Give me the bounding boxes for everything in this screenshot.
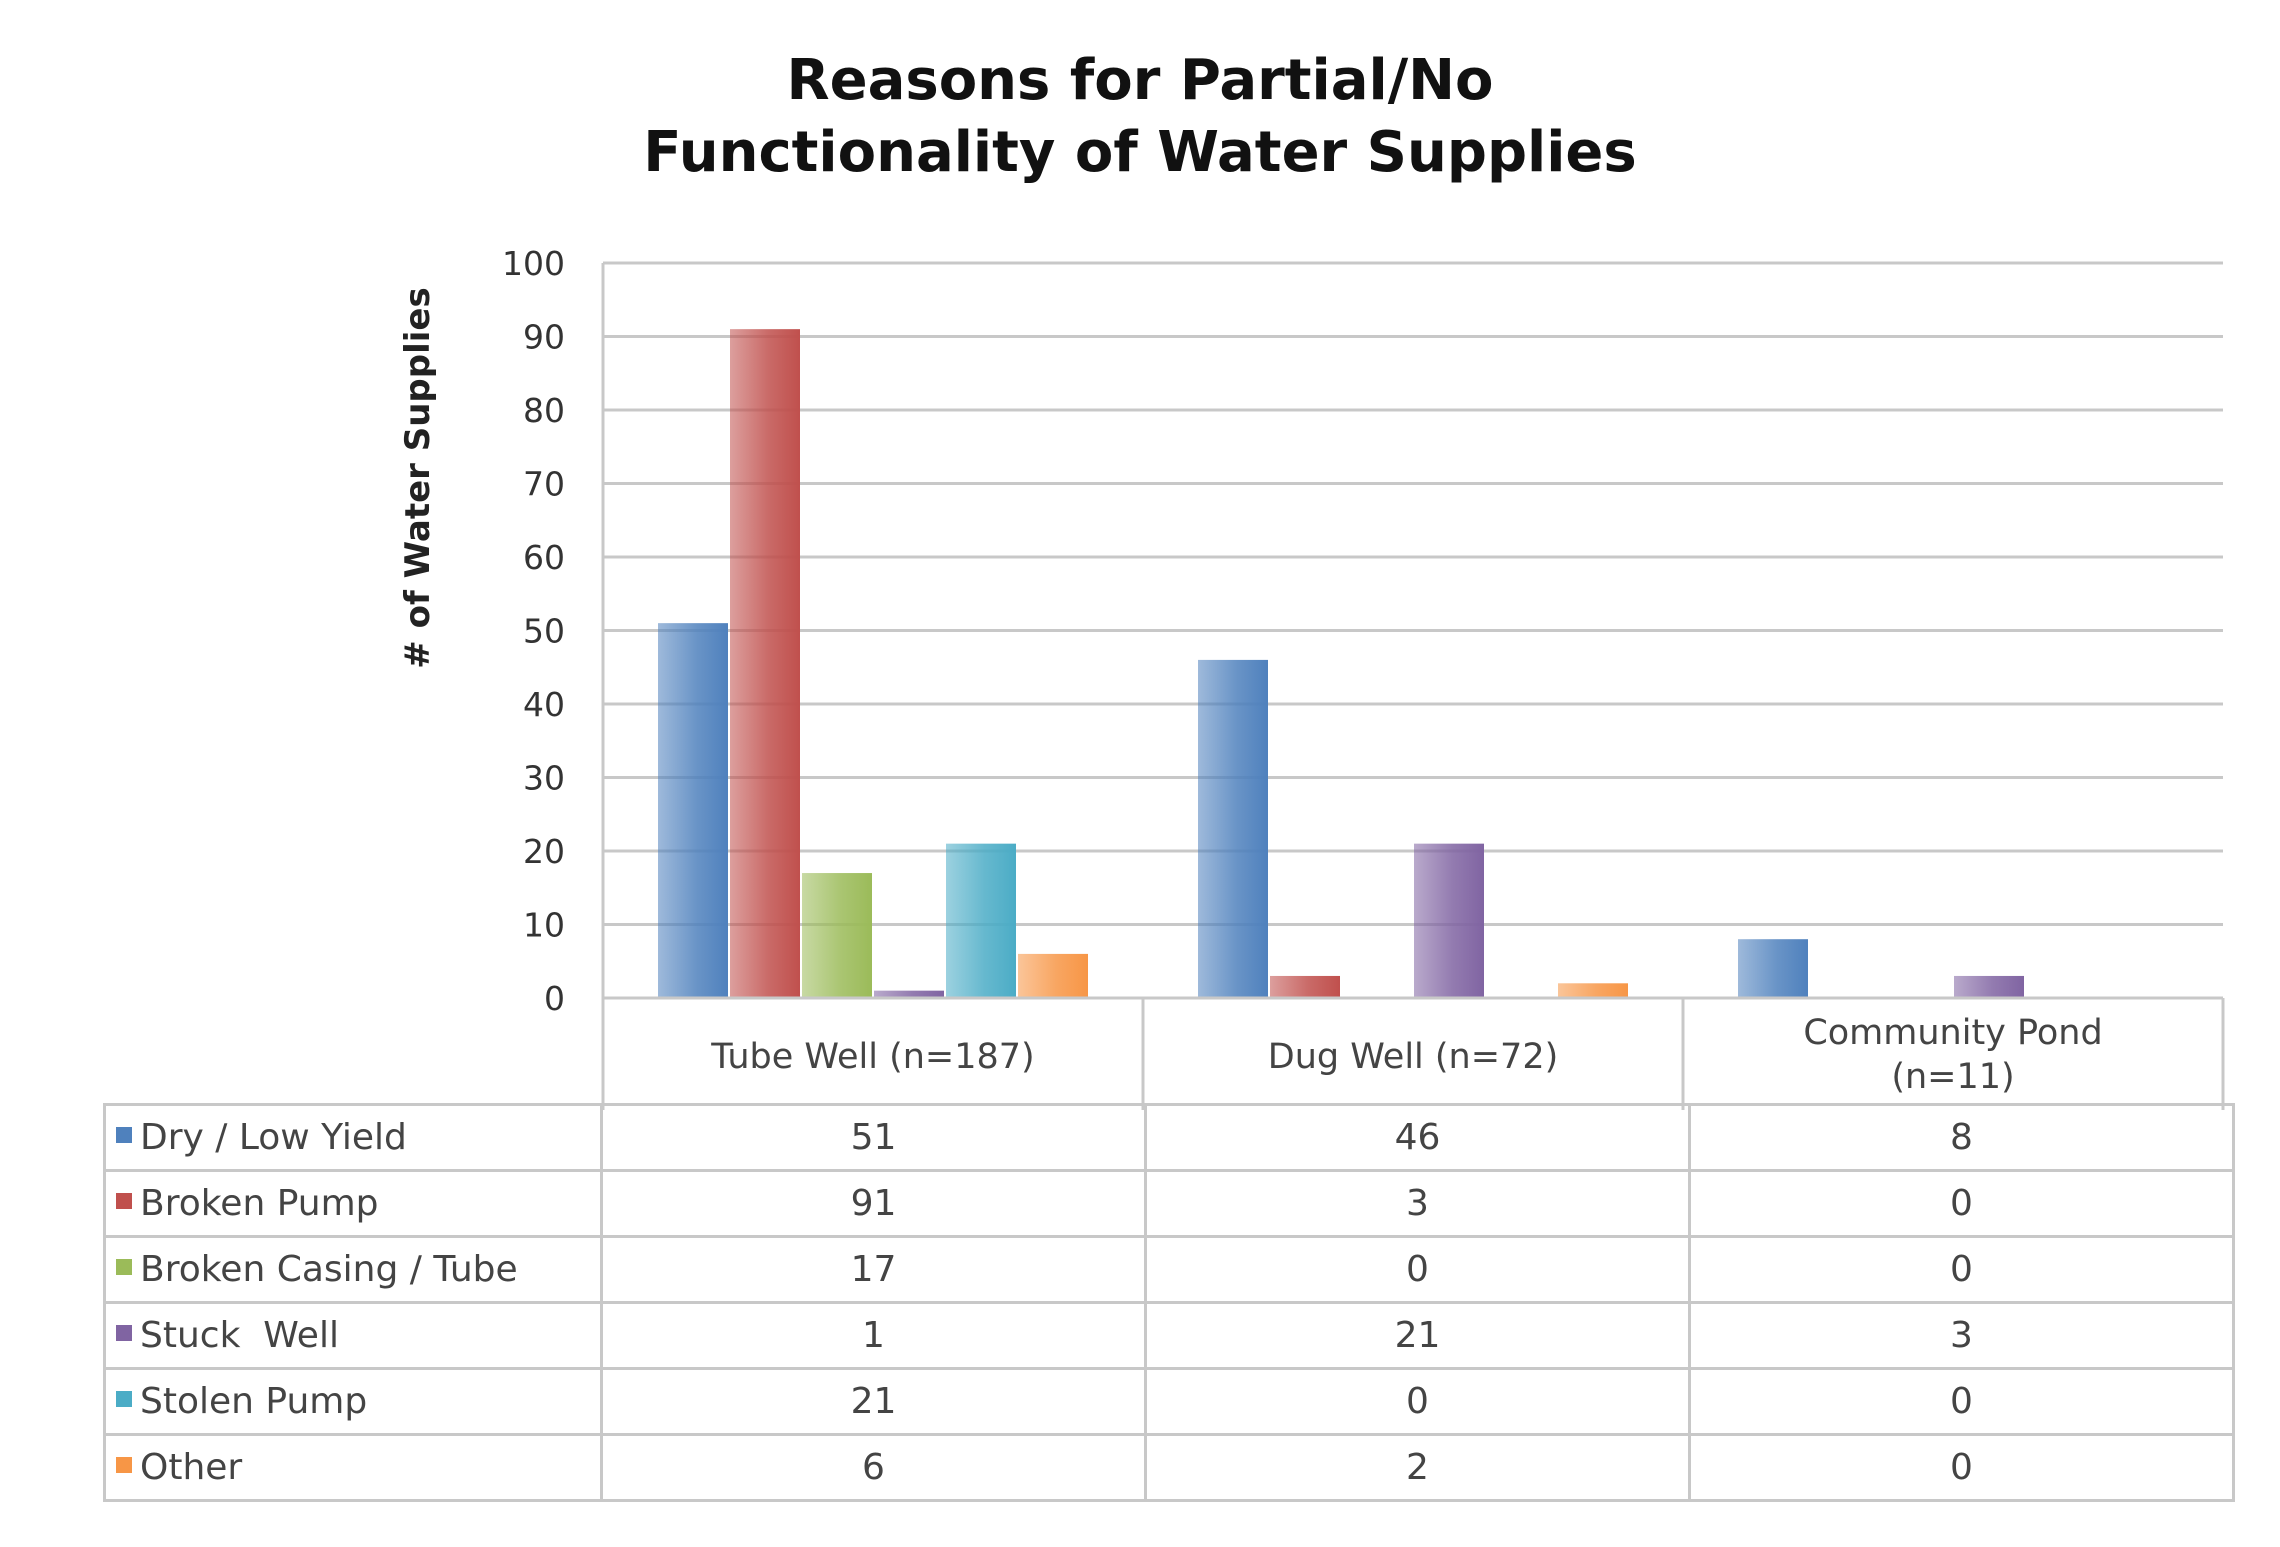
- bar: [874, 990, 944, 998]
- y-tick-labels: 0 10 20 30 40 50 60 70 80 90 100: [502, 244, 565, 1018]
- category-label: (n=11): [1891, 1057, 2014, 1097]
- series-label-cell: Stolen Pump: [103, 1367, 603, 1436]
- series-name: Broken Casing / Tube: [140, 1249, 518, 1290]
- y-tick-label: 40: [523, 685, 565, 724]
- legend-swatch: [116, 1193, 132, 1209]
- bar: [1270, 975, 1340, 998]
- y-tick-label: 90: [523, 318, 565, 357]
- table-row: Stolen Pump 21 0 0: [103, 1367, 2235, 1436]
- table-row: Broken Casing / Tube 17 0 0: [103, 1235, 2235, 1304]
- bar: [1414, 843, 1484, 998]
- category-label: Tube Well (n=187): [710, 1037, 1034, 1077]
- y-tick-label: 0: [544, 979, 565, 1018]
- value-cell: 0: [1144, 1235, 1691, 1304]
- series-name: Stuck Well: [140, 1315, 339, 1356]
- gridlines: [603, 261, 2223, 1000]
- value-cell: 0: [1688, 1169, 2235, 1238]
- series-label-cell: Stuck Well: [103, 1301, 603, 1370]
- series-label-cell: Other: [103, 1433, 603, 1502]
- value-cell: 0: [1688, 1235, 2235, 1304]
- legend-swatch: [116, 1391, 132, 1407]
- y-tick-label: 50: [523, 612, 565, 651]
- value-cell: 17: [600, 1235, 1147, 1304]
- bars: [658, 329, 2024, 998]
- series-label-cell: Broken Casing / Tube: [103, 1235, 603, 1304]
- chart-title-line-1: Reasons for Partial/No: [786, 48, 1494, 113]
- bar: [1954, 975, 2024, 998]
- y-tick-label: 10: [523, 906, 565, 945]
- value-cell: 6: [600, 1433, 1147, 1502]
- value-cell: 0: [1688, 1433, 2235, 1502]
- plot-frame: [601, 263, 2225, 1110]
- category-labels: Tube Well (n=187) Dug Well (n=72) Communit…: [710, 1013, 2102, 1097]
- bar: [802, 873, 872, 998]
- bar: [1558, 983, 1628, 998]
- value-cell: 8: [1688, 1103, 2235, 1172]
- chart-title-line-2: Functionality of Water Supplies: [643, 120, 1637, 185]
- series-label-cell: Broken Pump: [103, 1169, 603, 1238]
- y-tick-label: 80: [523, 391, 565, 430]
- series-name: Stolen Pump: [140, 1381, 368, 1422]
- value-cell: 1: [600, 1301, 1147, 1370]
- table-row: Dry / Low Yield 51 46 8: [103, 1103, 2235, 1172]
- table-row: Broken Pump 91 3 0: [103, 1169, 2235, 1238]
- value-cell: 21: [1144, 1301, 1691, 1370]
- value-cell: 3: [1144, 1169, 1691, 1238]
- y-tick-label: 60: [523, 538, 565, 577]
- y-tick-label: 20: [523, 832, 565, 871]
- bar: [1198, 659, 1268, 998]
- series-label-cell: Dry / Low Yield: [103, 1103, 603, 1172]
- value-cell: 21: [600, 1367, 1147, 1436]
- value-cell: 46: [1144, 1103, 1691, 1172]
- bar: [658, 623, 728, 998]
- bar: [946, 843, 1016, 998]
- bar: [1738, 939, 1808, 998]
- data-table: Dry / Low Yield 51 46 8 Broken Pump 91 3 0 Broke…: [103, 1103, 2235, 1502]
- table-row: Stuck Well 1 21 3: [103, 1301, 2235, 1370]
- value-cell: 91: [600, 1169, 1147, 1238]
- series-name: Other: [140, 1447, 243, 1488]
- value-cell: 2: [1144, 1433, 1691, 1502]
- value-cell: 0: [1688, 1367, 2235, 1436]
- chart-title: Reasons for Partial/No Functionality of …: [0, 45, 2280, 189]
- value-cell: 0: [1144, 1367, 1691, 1436]
- series-name: Broken Pump: [140, 1183, 379, 1224]
- category-label: Community Pond: [1803, 1013, 2102, 1053]
- y-tick-label: 30: [523, 759, 565, 798]
- bar: [730, 329, 800, 998]
- value-cell: 51: [600, 1103, 1147, 1172]
- y-tick-label: 70: [523, 465, 565, 504]
- value-cell: 3: [1688, 1301, 2235, 1370]
- chart-plot-area: 0 10 20 30 40 50 60 70 80 90 100 Tube Well (n=187)…: [502, 244, 2225, 1110]
- y-tick-label: 100: [502, 244, 565, 283]
- series-name: Dry / Low Yield: [140, 1117, 407, 1158]
- bar: [1018, 953, 1088, 998]
- legend-swatch: [116, 1457, 132, 1473]
- legend-swatch: [116, 1127, 132, 1143]
- table-row: Other 6 2 0: [103, 1433, 2235, 1502]
- legend-swatch: [116, 1325, 132, 1341]
- category-label: Dug Well (n=72): [1268, 1037, 1559, 1077]
- legend-swatch: [116, 1259, 132, 1275]
